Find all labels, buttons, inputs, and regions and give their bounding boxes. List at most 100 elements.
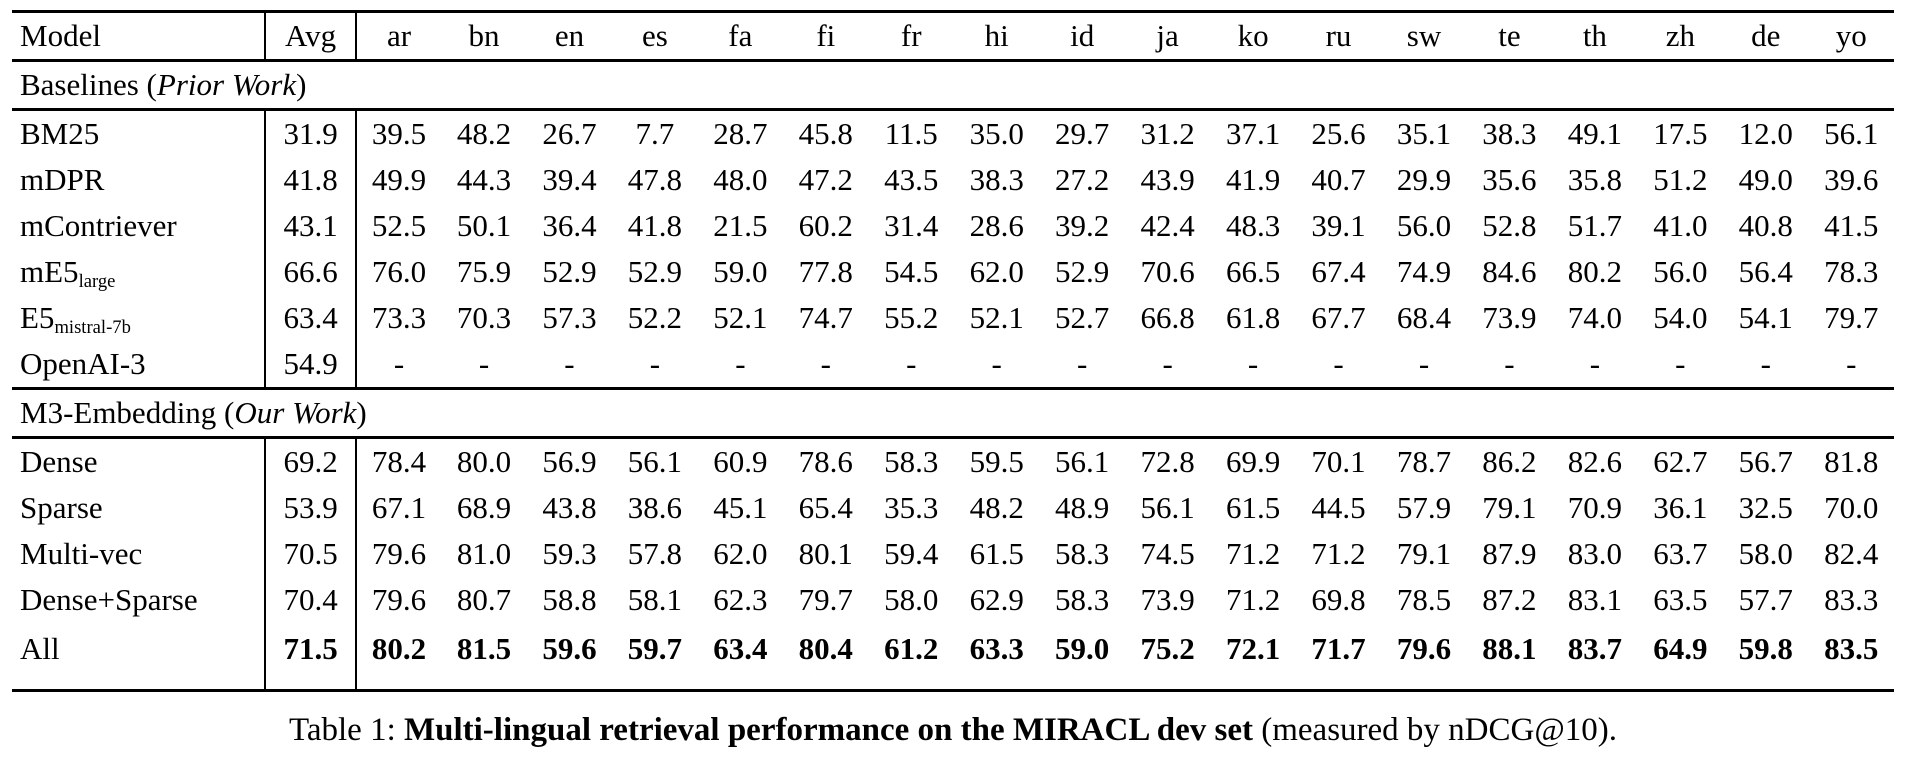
value-cell: 68.4 [1396, 300, 1452, 335]
value-cell: 62.3 [713, 582, 768, 617]
value-cell: 31.4 [884, 208, 939, 243]
model-name: Multi-vec [20, 536, 143, 571]
value-cell: 73.3 [371, 300, 427, 335]
value-cell: 61.5 [969, 536, 1024, 571]
value-cell: 45.1 [713, 490, 768, 525]
value-cell: 71.2 [1225, 536, 1281, 571]
column-header: en [526, 11, 613, 62]
value-cell: 70.1 [1311, 444, 1366, 479]
value-cell: 41.5 [1824, 208, 1879, 243]
model-name: All [20, 631, 60, 666]
value-cell: 52.7 [1055, 300, 1110, 335]
model-name-cell: Multi-vec [12, 531, 267, 577]
header-row: Model Avg ar bn en es fa fi fr hi id ja ko ru sw te th zh… [12, 11, 1894, 62]
value-cell: 78.7 [1396, 444, 1452, 479]
model-name-cell: mE5large [12, 249, 267, 295]
value-cell: - [1675, 346, 1686, 381]
model-name: mDPR [20, 162, 105, 197]
section-title-text: M3-Embedding ( [20, 395, 235, 430]
value-cell: 54.5 [884, 254, 939, 289]
model-name-cell: All [12, 623, 267, 691]
value-cell: - [1333, 346, 1344, 381]
value-cell: 49.1 [1567, 116, 1622, 151]
model-name-cell: BM25 [12, 109, 267, 157]
value-cell: 41.0 [1653, 208, 1708, 243]
value-cell: 29.9 [1396, 162, 1452, 197]
model-name: BM25 [20, 116, 100, 151]
value-cell: 63.3 [969, 631, 1024, 666]
value-cell: 11.5 [884, 116, 938, 151]
value-cell: 49.0 [1738, 162, 1793, 197]
avg-cell: 63.4 [265, 295, 357, 341]
table-body: Baselines (Prior Work) BM25 31.9 39.5 48.2 26… [12, 59, 1894, 691]
value-cell: 58.3 [1055, 582, 1110, 617]
column-header: ar [355, 11, 442, 62]
avg-cell: 66.6 [265, 249, 357, 295]
table-row: Dense 69.2 78.4 80.0 56.9 56.1 60.9 78.6 58.3 59.… [12, 437, 1894, 485]
column-header: yo [1808, 11, 1894, 62]
value-cell: 37.1 [1225, 116, 1281, 151]
value-cell: 79.6 [371, 582, 427, 617]
value-cell: 61.8 [1225, 300, 1281, 335]
value-cell: 82.6 [1567, 444, 1622, 479]
section-header-row: Baselines (Prior Work) [12, 59, 1894, 111]
column-header: Model [12, 11, 267, 62]
value-cell: 41.9 [1225, 162, 1281, 197]
value-cell: 58.1 [627, 582, 683, 617]
section-title: M3-Embedding (Our Work) [12, 387, 1894, 439]
value-cell: 66.8 [1140, 300, 1195, 335]
value-cell: - [1760, 346, 1771, 381]
value-cell: 64.9 [1653, 631, 1708, 666]
value-cell: 43.9 [1140, 162, 1195, 197]
table-row: Sparse 53.9 67.1 68.9 43.8 38.6 45.1 65.4 35.3 48… [12, 485, 1894, 531]
value-cell: 57.7 [1738, 582, 1793, 617]
value-cell: 29.7 [1055, 116, 1110, 151]
paper-table-figure: Model Avg ar bn en es fa fi fr hi id ja ko ru sw te th zh… [12, 10, 1894, 748]
value-cell: 81.0 [456, 536, 512, 571]
value-cell: - [820, 346, 831, 381]
value-cell: 59.6 [542, 631, 597, 666]
column-header: hi [953, 11, 1040, 62]
value-cell: 80.7 [456, 582, 512, 617]
value-cell: 52.9 [542, 254, 597, 289]
value-cell: 39.1 [1311, 208, 1366, 243]
value-cell: 65.4 [798, 490, 853, 525]
value-cell: 71.7 [1311, 631, 1366, 666]
value-cell: 87.2 [1482, 582, 1537, 617]
value-cell: 52.5 [371, 208, 427, 243]
model-name: Dense [20, 444, 98, 479]
value-cell: 56.1 [1140, 490, 1195, 525]
value-cell: 7.7 [635, 116, 675, 151]
value-cell: 83.7 [1567, 631, 1622, 666]
avg-cell: 70.5 [265, 531, 357, 577]
value-cell: 70.9 [1567, 490, 1622, 525]
value-cell: 51.7 [1567, 208, 1622, 243]
section-title-text: ) [356, 395, 367, 430]
value-cell: 48.2 [456, 116, 512, 151]
value-cell: 50.1 [456, 208, 512, 243]
value-cell: 79.1 [1396, 536, 1452, 571]
value-cell: 35.6 [1482, 162, 1537, 197]
caption-label: Table 1: [289, 712, 404, 748]
value-cell: 62.7 [1653, 444, 1708, 479]
column-header: zh [1637, 11, 1724, 62]
value-cell: 56.0 [1653, 254, 1708, 289]
value-cell: 62.0 [969, 254, 1024, 289]
model-name-cell: mDPR [12, 157, 267, 203]
value-cell: 79.7 [1824, 300, 1879, 335]
column-header: bn [441, 11, 527, 62]
value-cell: 66.5 [1225, 254, 1281, 289]
value-cell: 74.5 [1140, 536, 1195, 571]
value-cell: 56.1 [1055, 444, 1110, 479]
value-cell: 44.5 [1311, 490, 1366, 525]
value-cell: 56.4 [1738, 254, 1793, 289]
table-row: All 71.5 80.2 81.5 59.6 59.7 63.4 80.4 61.2 63.3 5… [12, 623, 1894, 691]
value-cell: 39.2 [1055, 208, 1110, 243]
value-cell: 87.9 [1482, 536, 1537, 571]
value-cell: 74.0 [1567, 300, 1622, 335]
value-cell: 40.8 [1738, 208, 1793, 243]
value-cell: 83.0 [1567, 536, 1622, 571]
value-cell: 12.0 [1738, 116, 1793, 151]
column-header: fi [783, 11, 869, 62]
value-cell: 82.4 [1824, 536, 1879, 571]
